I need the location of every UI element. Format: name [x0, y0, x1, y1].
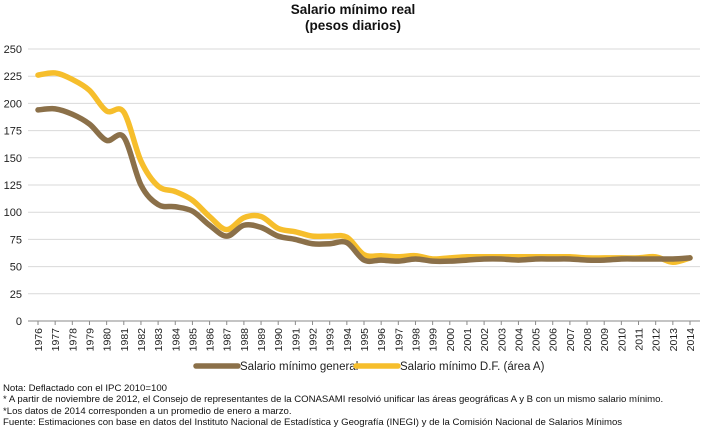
- x-tick-label-1993: 1993: [325, 328, 337, 352]
- x-tick-label-2010: 2010: [616, 328, 628, 352]
- y-tick-label-25: 25: [10, 289, 22, 301]
- x-tick-label-2013: 2013: [668, 328, 680, 352]
- x-tick-label-1979: 1979: [84, 328, 96, 352]
- x-tick-label-2002: 2002: [479, 328, 491, 352]
- note-deflactado: Nota: Deflactado con el IPC 2010=100: [3, 383, 168, 394]
- x-tick-label-1984: 1984: [170, 328, 182, 352]
- x-tick-label-1997: 1997: [393, 328, 405, 352]
- y-tick-label-0: 0: [16, 316, 22, 328]
- x-tick-label-1981: 1981: [119, 328, 131, 352]
- x-tick-label-1988: 1988: [239, 328, 251, 352]
- x-tick-label-2011: 2011: [634, 328, 646, 351]
- series-lines: [35, 70, 693, 265]
- x-tick-label-1994: 1994: [342, 328, 354, 352]
- x-tick-label-1999: 1999: [428, 328, 440, 352]
- y-tick-label-200: 200: [4, 98, 22, 110]
- x-tick-label-1985: 1985: [187, 328, 199, 352]
- line-chart: Salario mínimo real (pesos diarios) 0 25 5…: [4, 2, 700, 373]
- x-tick-label-2006: 2006: [548, 328, 560, 352]
- x-tick-label-2004: 2004: [513, 328, 525, 352]
- x-tick-label-2003: 2003: [496, 328, 508, 352]
- footnotes: Nota: Deflactado con el IPC 2010=100 * A…: [3, 383, 705, 429]
- note-fuente: Fuente: Estimaciones con base en datos d…: [3, 417, 623, 429]
- y-tick-label-75: 75: [10, 234, 22, 246]
- y-tick-label-125: 125: [4, 180, 22, 192]
- x-tick-label-2005: 2005: [531, 328, 543, 352]
- y-tick-label-150: 150: [4, 153, 22, 165]
- chart-subtitle: (pesos diarios): [305, 18, 401, 33]
- series-line-salario-minimo-general: [35, 105, 693, 265]
- x-tick-label-1998: 1998: [410, 328, 422, 352]
- y-tick-label-250: 250: [4, 44, 22, 56]
- note-datos-2014: *Los datos de 2014 corresponden a un pro…: [3, 405, 292, 417]
- x-tick-label-1982: 1982: [136, 328, 148, 352]
- x-tick-label-2007: 2007: [565, 328, 577, 352]
- y-tick-label-175: 175: [4, 126, 22, 138]
- x-tick-label-1986: 1986: [205, 328, 217, 352]
- x-tick-label-2012: 2012: [651, 328, 663, 352]
- y-tick-label-50: 50: [10, 262, 22, 274]
- x-tick-label-1983: 1983: [153, 328, 165, 352]
- x-tick-label-1996: 1996: [376, 328, 388, 352]
- legend-label-salario-minimo-df: Salario mínimo D.F. (área A): [400, 361, 545, 373]
- x-tick-label-1976: 1976: [33, 328, 45, 352]
- x-tick-label-1995: 1995: [359, 328, 371, 352]
- y-tick-label-225: 225: [4, 71, 22, 83]
- legend: Salario mínimo general Salario mínimo D.F…: [193, 361, 545, 373]
- x-tick-label-1987: 1987: [222, 328, 234, 352]
- x-tick-label-1977: 1977: [50, 328, 62, 352]
- y-tick-label-100: 100: [4, 207, 22, 219]
- x-tick-label-2000: 2000: [445, 328, 457, 352]
- x-tick-label-1990: 1990: [273, 328, 285, 352]
- x-tick-label-1978: 1978: [67, 328, 79, 352]
- x-tick-label-2014: 2014: [685, 328, 697, 352]
- x-tick-label-2001: 2001: [462, 328, 474, 352]
- x-tick-label-1991: 1991: [290, 328, 302, 352]
- x-tick-label-1980: 1980: [102, 328, 114, 352]
- x-tick-label-2009: 2009: [599, 328, 611, 352]
- chart-title: Salario mínimo real: [291, 2, 416, 17]
- x-tick-label-1989: 1989: [256, 328, 268, 352]
- x-axis: 1976 1977 1978 1979 1980 1981 1982 1983 1984 1985…: [28, 320, 700, 352]
- note-conasami: * A partir de noviembre de 2012, el Cons…: [3, 394, 664, 406]
- x-tick-label-2008: 2008: [582, 328, 594, 352]
- x-tick-label-1992: 1992: [308, 328, 320, 352]
- y-axis: 0 25 50 75 100 125 150 175 200 225 250: [4, 44, 22, 328]
- legend-label-salario-minimo-general: Salario mínimo general: [240, 361, 358, 373]
